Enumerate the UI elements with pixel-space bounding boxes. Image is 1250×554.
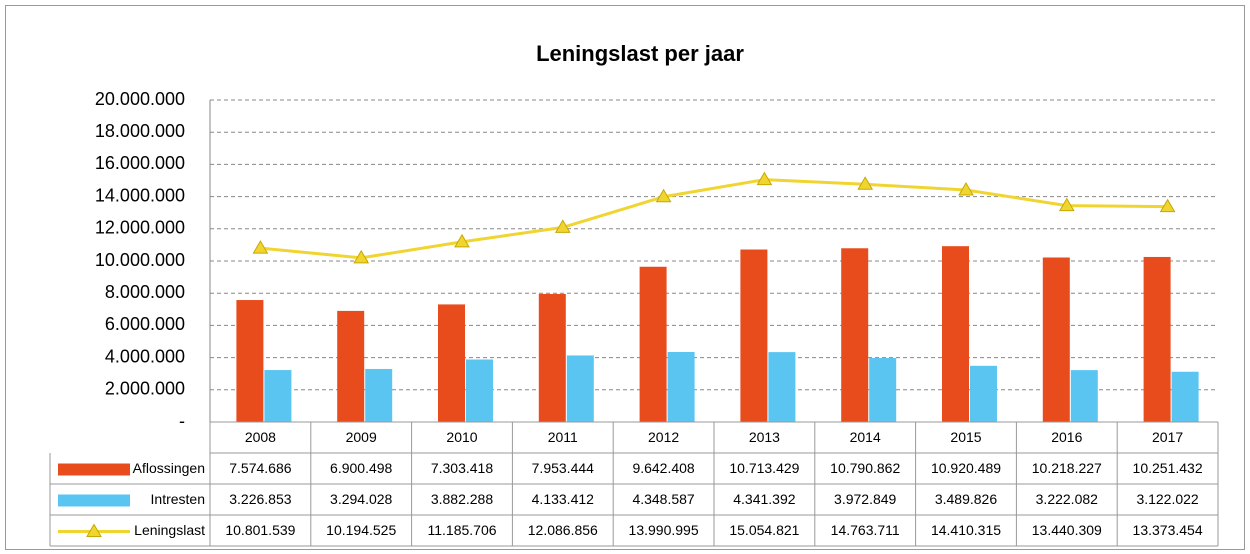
x-tick-label: 2009 bbox=[346, 429, 377, 445]
table-value: 4.348.587 bbox=[632, 491, 694, 507]
bar bbox=[566, 355, 594, 422]
table-value: 3.222.082 bbox=[1036, 491, 1098, 507]
bar bbox=[639, 266, 667, 422]
table-value: 10.218.227 bbox=[1032, 460, 1102, 476]
bar bbox=[869, 358, 897, 422]
table-value: 3.294.028 bbox=[330, 491, 392, 507]
table-value: 3.972.849 bbox=[834, 491, 896, 507]
legend-label: Leningslast bbox=[134, 522, 205, 538]
line-marker bbox=[454, 233, 470, 248]
x-tick-label: 2015 bbox=[950, 429, 981, 445]
bar bbox=[740, 249, 768, 422]
y-tick-label: - bbox=[179, 411, 185, 431]
y-tick-label: 16.000.000 bbox=[95, 153, 185, 173]
x-tick-label: 2010 bbox=[446, 429, 477, 445]
table-value: 4.341.392 bbox=[733, 491, 795, 507]
x-tick-label: 2013 bbox=[749, 429, 780, 445]
table-value: 10.194.525 bbox=[326, 522, 396, 538]
y-tick-label: 18.000.000 bbox=[95, 121, 185, 141]
table-value: 13.373.454 bbox=[1133, 522, 1203, 538]
line-marker bbox=[252, 240, 269, 254]
y-tick-label: 12.000.000 bbox=[95, 218, 185, 238]
x-tick-label: 2012 bbox=[648, 429, 679, 445]
table-value: 14.763.711 bbox=[831, 522, 900, 538]
table-value: 4.133.412 bbox=[532, 491, 594, 507]
y-tick-label: 8.000.000 bbox=[105, 282, 185, 302]
line-marker bbox=[857, 176, 874, 190]
line-marker bbox=[353, 249, 370, 264]
bar bbox=[1042, 257, 1070, 422]
bar bbox=[1171, 371, 1199, 422]
table-value: 10.920.489 bbox=[931, 460, 1001, 476]
table-value: 7.953.444 bbox=[532, 460, 594, 476]
table-value: 10.801.539 bbox=[225, 522, 295, 538]
y-tick-label: 20.000.000 bbox=[95, 89, 185, 109]
table-value: 3.882.288 bbox=[431, 491, 493, 507]
y-tick-label: 2.000.000 bbox=[105, 379, 185, 399]
table-value: 6.900.498 bbox=[330, 460, 392, 476]
line-marker bbox=[756, 171, 773, 186]
table-value: 3.489.826 bbox=[935, 491, 997, 507]
x-tick-label: 2017 bbox=[1152, 429, 1183, 445]
table-value: 13.990.995 bbox=[629, 522, 699, 538]
table-value: 7.303.418 bbox=[431, 460, 493, 476]
bar bbox=[1070, 370, 1098, 422]
table-value: 11.185.706 bbox=[427, 522, 496, 538]
bar bbox=[264, 370, 292, 422]
bar bbox=[667, 351, 695, 422]
y-tick-label: 14.000.000 bbox=[95, 185, 185, 205]
table-value: 13.440.309 bbox=[1032, 522, 1102, 538]
line bbox=[260, 178, 1168, 260]
line-marker bbox=[1159, 198, 1176, 213]
bar bbox=[841, 248, 869, 422]
legend-label: Intresten bbox=[151, 491, 205, 507]
line-marker bbox=[1058, 197, 1075, 212]
table-value: 15.054.821 bbox=[729, 522, 799, 538]
bar bbox=[438, 304, 465, 422]
chart-frame bbox=[5, 5, 1245, 550]
table-value: 10.790.862 bbox=[830, 460, 900, 476]
x-tick-label: 2008 bbox=[245, 429, 276, 445]
x-tick-label: 2014 bbox=[850, 429, 881, 445]
table-value: 7.574.686 bbox=[229, 460, 291, 476]
y-tick-label: 4.000.000 bbox=[105, 346, 185, 366]
bar bbox=[970, 365, 997, 422]
bar bbox=[466, 359, 493, 422]
y-tick-label: 6.000.000 bbox=[105, 314, 185, 334]
bar bbox=[365, 368, 393, 422]
line-marker bbox=[958, 182, 974, 196]
table-value: 14.410.315 bbox=[931, 522, 1001, 538]
table-value: 3.122.022 bbox=[1136, 491, 1198, 507]
table-value: 12.086.856 bbox=[528, 522, 598, 538]
x-tick-label: 2011 bbox=[548, 429, 578, 445]
legend-label: Aflossingen bbox=[133, 460, 205, 476]
line-marker bbox=[554, 219, 571, 233]
table-value: 10.251.432 bbox=[1133, 460, 1203, 476]
bar bbox=[942, 246, 969, 422]
x-tick-label: 2016 bbox=[1051, 429, 1082, 445]
legend-marker bbox=[86, 523, 102, 537]
bar bbox=[1143, 256, 1171, 422]
bar bbox=[538, 293, 566, 422]
table-value: 10.713.429 bbox=[729, 460, 799, 476]
y-tick-label: 10.000.000 bbox=[95, 250, 185, 270]
table-value: 3.226.853 bbox=[229, 491, 291, 507]
table-value: 9.642.408 bbox=[632, 460, 694, 476]
bar bbox=[768, 352, 796, 422]
bar bbox=[236, 300, 264, 422]
legend-key bbox=[58, 494, 130, 507]
line-marker bbox=[655, 188, 672, 203]
bar bbox=[337, 310, 365, 422]
legend-key bbox=[58, 463, 130, 476]
chart-title: Leningslast per jaar bbox=[536, 41, 744, 66]
